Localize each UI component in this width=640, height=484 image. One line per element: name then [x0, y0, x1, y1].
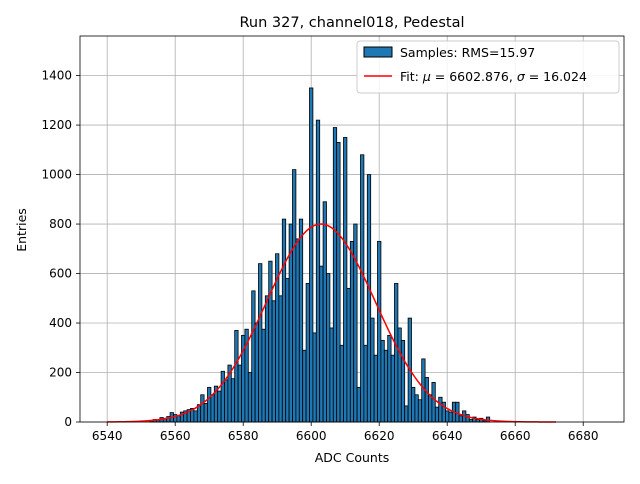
chart-title: Run 327, channel018, Pedestal [239, 15, 464, 31]
histogram-bar [200, 394, 205, 423]
y-tick-label: 800 [49, 217, 72, 231]
x-axis-label: ADC Counts [315, 450, 390, 465]
histogram-bar [428, 394, 433, 423]
x-tick-label: 6620 [364, 429, 395, 443]
histogram-bar [343, 137, 348, 423]
histogram-bar [390, 354, 395, 423]
histogram-bar [377, 240, 382, 423]
x-tick-label: 6660 [500, 429, 531, 443]
histogram-bar [258, 263, 263, 423]
histogram-bar [397, 327, 402, 423]
histogram-bar [353, 223, 358, 423]
histogram-bar [251, 290, 256, 423]
axes-frame [79, 35, 625, 423]
y-axis-label: Entries [14, 208, 29, 252]
histogram-bar [326, 273, 331, 423]
histogram-bar [278, 295, 283, 423]
histogram-bar [394, 283, 399, 423]
histogram-bar [237, 364, 242, 423]
histogram-bar [281, 218, 287, 423]
histogram-bar [438, 396, 443, 423]
legend-samples-label: Samples: RMS=15.97 [400, 45, 535, 60]
histogram-bar [292, 169, 297, 423]
legend: Samples: RMS=15.97 Fit: μ = 6602.876, σ … [356, 40, 620, 94]
histogram-bar [363, 344, 368, 423]
histogram-bar [366, 174, 372, 423]
x-tick-label: 6580 [228, 429, 259, 443]
y-tick-label: 600 [49, 267, 72, 281]
histogram-bar [458, 415, 463, 423]
fit-curve [107, 223, 556, 423]
histogram-bar [360, 154, 365, 423]
histogram-bar [329, 327, 334, 423]
histogram-bar [445, 410, 450, 423]
histogram-bar [315, 119, 321, 423]
histogram-bar [264, 295, 270, 423]
histogram-bar [431, 382, 436, 423]
histogram-bar [254, 322, 259, 423]
histogram-bar [312, 332, 317, 423]
x-tick-label: 6600 [296, 429, 327, 443]
histogram-bar [414, 394, 419, 423]
histogram-bar [332, 127, 338, 423]
legend-fit-label: Fit: μ = 6602.876, σ = 16.024 [400, 69, 587, 84]
histogram-bar [349, 240, 355, 423]
histogram-bar [383, 349, 389, 423]
x-tick-label: 6680 [568, 429, 599, 443]
histogram-bar [309, 87, 314, 423]
x-tick-label: 6560 [160, 429, 191, 443]
histogram-bar [319, 265, 324, 423]
histogram-bar [356, 386, 361, 423]
histogram-bar [261, 328, 266, 423]
histogram-bar [295, 238, 300, 423]
histogram-bar [224, 379, 229, 423]
histogram-bar [217, 390, 222, 423]
histogram-bar [411, 386, 416, 423]
histogram-bar [234, 330, 239, 423]
y-tick-label: 200 [49, 366, 72, 380]
histogram-bar [346, 287, 351, 423]
histogram-bar [400, 339, 406, 423]
histogram-bar [380, 339, 385, 423]
x-tick-label: 6640 [432, 429, 463, 443]
y-tick-label: 1000 [41, 168, 72, 182]
histogram-bar [373, 354, 378, 423]
y-tick-label: 0 [64, 415, 72, 429]
histogram-bar [417, 399, 423, 423]
histogram-bar [210, 394, 215, 423]
histogram-bar [298, 218, 304, 423]
histogram-bar [434, 406, 440, 423]
y-tick-label: 400 [49, 316, 72, 330]
legend-box [356, 40, 620, 94]
histogram-bar [220, 370, 225, 423]
histogram-bar [370, 317, 375, 423]
histogram-bar [448, 411, 453, 423]
histogram-bar [404, 405, 409, 423]
histogram-bar [193, 410, 198, 423]
histogram-bar [271, 300, 276, 423]
x-tick-label: 6540 [92, 429, 123, 443]
histogram-bar [247, 372, 253, 423]
legend-samples-swatch [363, 46, 393, 58]
y-tick-label: 1400 [41, 69, 72, 83]
histogram-bar [305, 283, 310, 423]
histogram-bar [336, 141, 341, 423]
y-tick-label: 1200 [41, 118, 72, 132]
histogram-bar [176, 415, 181, 423]
histogram-bar [387, 334, 392, 423]
histogram-bar [302, 349, 307, 423]
x-axis-ticks: 6540 6560 6580 6600 6620 6640 6660 6680 [92, 422, 599, 443]
histogram-bar [207, 386, 212, 423]
histogram-bar [285, 278, 290, 423]
histogram-bar [203, 403, 208, 423]
histogram-bar [230, 378, 236, 423]
y-axis-ticks: 0 200 400 600 800 1000 1200 1400 [41, 69, 80, 429]
histogram-bar [339, 344, 344, 423]
histogram-bar [322, 201, 327, 423]
histogram-bars [149, 87, 491, 423]
histogram-bar [424, 377, 429, 423]
histogram-bar [268, 260, 273, 423]
